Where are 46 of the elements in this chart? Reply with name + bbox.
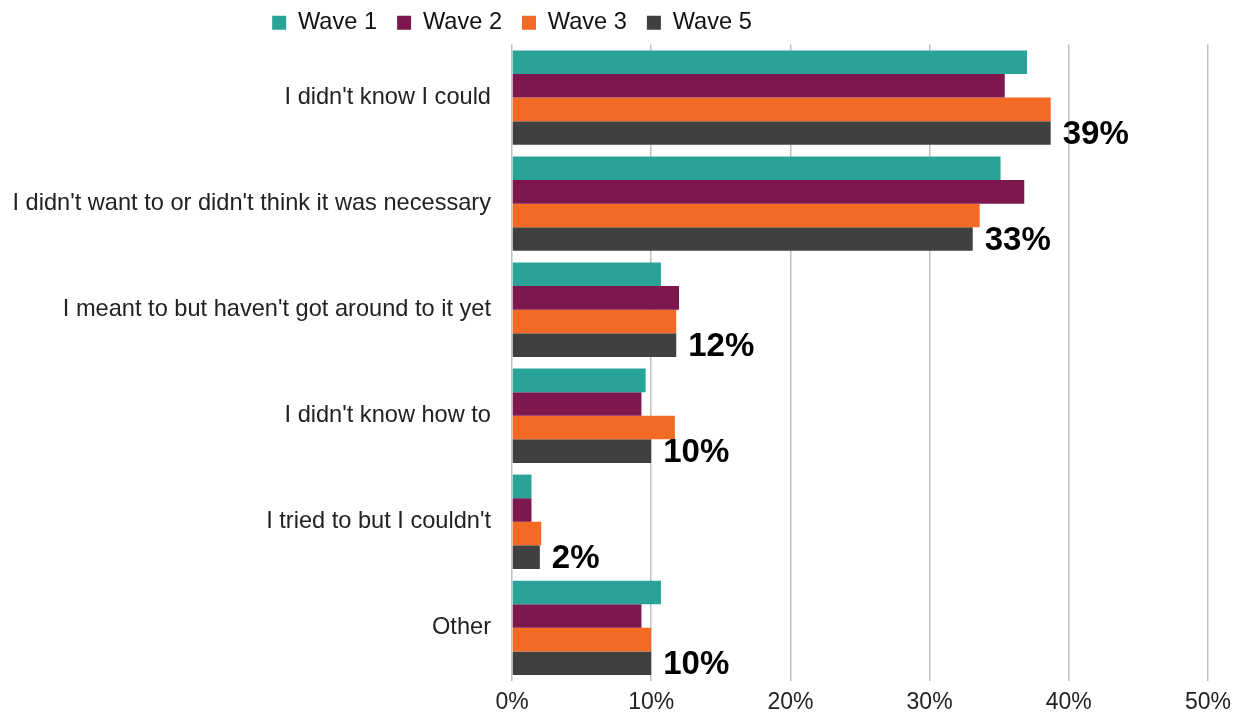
bar — [512, 392, 642, 416]
bar — [512, 474, 532, 499]
x-tick-label: 40% — [1045, 687, 1092, 714]
legend-label: Wave 5 — [672, 8, 752, 35]
x-tick-label: 50% — [1184, 687, 1232, 714]
data-label: 33% — [984, 220, 1051, 258]
data-label: 12% — [688, 326, 755, 364]
y-tick-label: I tried to but I couldn't — [266, 507, 492, 534]
bar — [512, 415, 675, 440]
bar — [512, 604, 642, 628]
x-tick-label: 30% — [906, 687, 953, 714]
data-label: 2% — [551, 538, 600, 576]
bar — [512, 333, 677, 357]
bar — [512, 121, 1051, 145]
bar — [512, 262, 661, 287]
bar — [512, 627, 652, 652]
data-label: 39% — [1062, 114, 1129, 152]
x-tick-label: 0% — [495, 687, 529, 714]
y-tick-label: I didn't want to or didn't think it was necessary — [12, 189, 492, 216]
y-tick-label: I didn't know I could — [284, 83, 491, 110]
x-tick-label: 20% — [767, 687, 814, 714]
bar — [512, 227, 973, 251]
bar — [512, 580, 661, 605]
data-label: 10% — [663, 644, 730, 682]
x-tick-label: 10% — [628, 687, 675, 714]
bar — [512, 97, 1051, 122]
legend-label: Wave 2 — [422, 8, 503, 35]
bar — [512, 74, 1005, 98]
bar — [512, 203, 980, 228]
bar — [512, 180, 1025, 204]
bar — [512, 368, 646, 393]
legend-label: Wave 1 — [297, 8, 378, 35]
bar — [512, 50, 1028, 75]
data-label: 10% — [663, 432, 730, 470]
bar — [512, 521, 542, 546]
y-tick-label: I meant to but haven't got around to it yet — [62, 295, 492, 322]
bar — [512, 545, 540, 569]
bar — [512, 309, 677, 334]
bar — [512, 286, 680, 310]
bar — [512, 498, 532, 522]
bar — [512, 651, 652, 676]
legend-label: Wave 3 — [547, 8, 627, 35]
y-tick-label: Other — [431, 613, 492, 640]
y-tick-label: I didn't know how to — [284, 401, 491, 428]
bar — [512, 156, 1001, 181]
bar — [512, 439, 652, 463]
